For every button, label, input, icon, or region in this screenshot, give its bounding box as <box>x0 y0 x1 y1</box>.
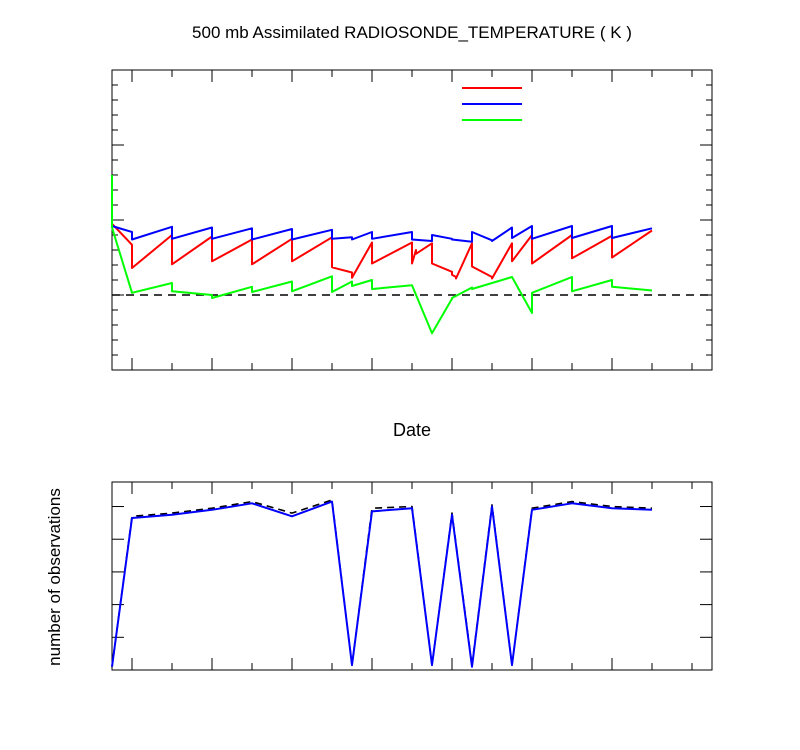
bottom-plot <box>111 481 713 671</box>
legend <box>462 87 522 121</box>
y-axis-label-observations: number of observations <box>45 488 64 666</box>
top-plot <box>111 69 713 371</box>
x-axis-label: Date <box>393 420 431 440</box>
series-line-bias-o-f <box>111 175 653 335</box>
chart-title: 500 mb Assimilated RADIOSONDE_TEMPERATUR… <box>192 23 632 42</box>
series-line-used <box>111 500 653 668</box>
series-line-possible <box>111 499 653 667</box>
series-line-sprd-ob-error <box>111 225 653 243</box>
series-line-rmse <box>111 175 653 280</box>
plot-frame <box>111 69 713 371</box>
